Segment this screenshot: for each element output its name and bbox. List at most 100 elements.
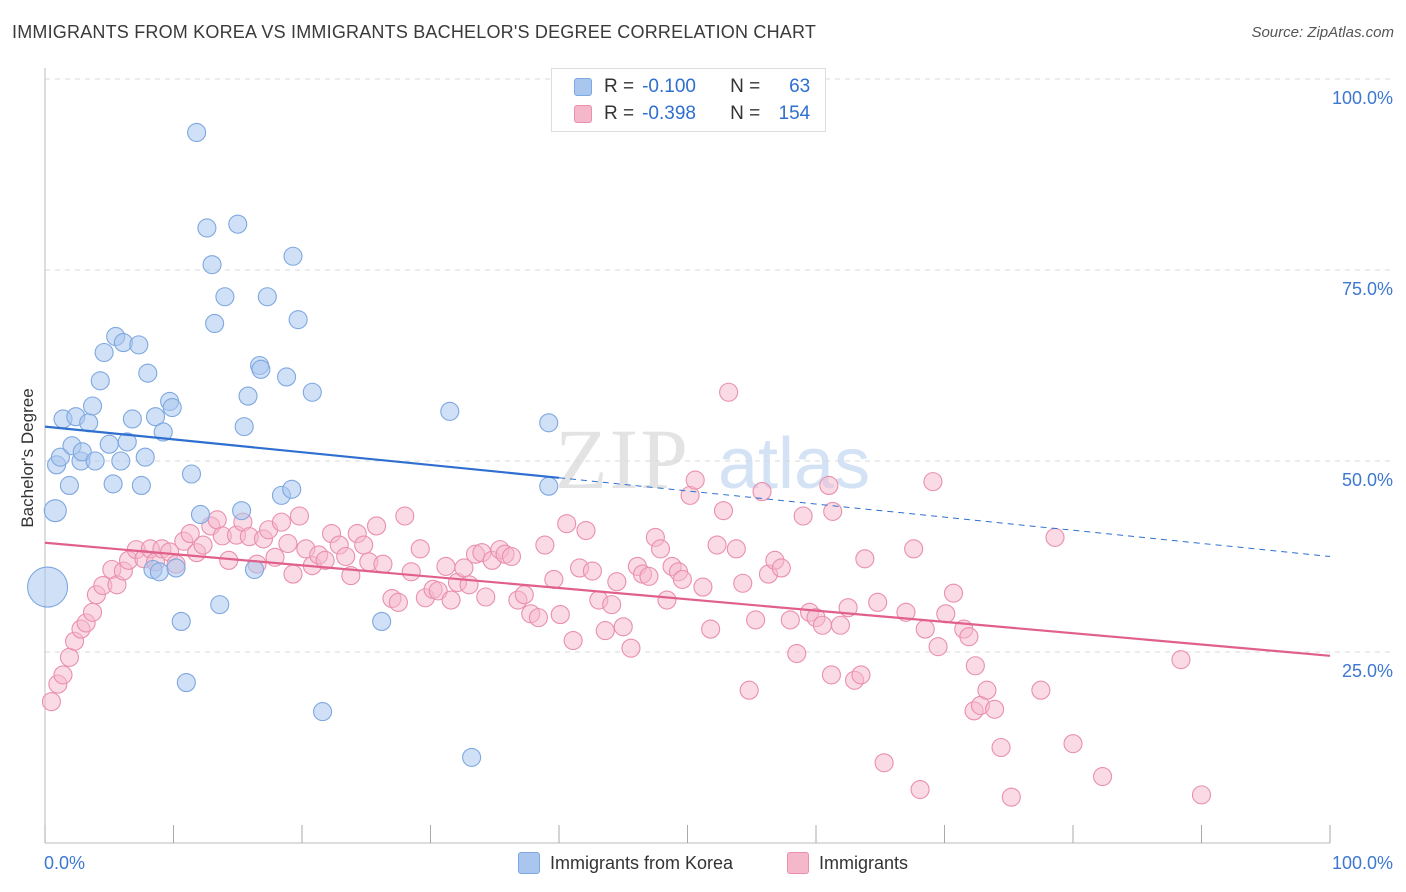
watermark: ZIP atlas [555,411,870,507]
immigrants-point [936,604,956,624]
korea-point [82,396,103,416]
x-tick-label: 100.0% [1332,853,1393,873]
y-tick-label: 75.0% [1342,279,1393,299]
immigrants-point [991,737,1011,758]
immigrants-point [771,558,791,578]
immigrants-point [915,619,935,639]
korea-point [166,558,186,578]
korea-point [210,595,230,615]
legend-n-label: N = [730,103,761,124]
immigrants-point [896,602,916,622]
korea-point [122,409,142,429]
korea-point [90,371,110,391]
korea-point [238,386,258,406]
immigrants-point [1171,650,1191,670]
immigrants-point [965,656,985,676]
immigrants-point [904,539,924,559]
y-tick-label: 50.0% [1342,470,1393,490]
immigrants-point [428,581,448,601]
immigrants-point [780,610,800,630]
immigrants-point [336,546,356,567]
immigrants-point [607,572,627,592]
korea-points [27,122,559,767]
immigrants-point [1093,766,1113,787]
legend-swatch-blue [574,78,592,96]
immigrants-points [41,382,1212,807]
korea-point [43,499,67,523]
y-tick-label: 25.0% [1342,661,1393,681]
immigrants-point [752,482,772,502]
immigrants-point [719,382,739,402]
immigrants-point [868,592,888,612]
korea-point [372,611,392,631]
immigrants-point [1031,680,1051,700]
immigrants-point [793,506,813,526]
korea-point [539,413,559,433]
immigrants-point [985,699,1005,719]
immigrants-point [1001,787,1021,807]
korea-point [94,342,114,363]
korea-point [313,702,333,722]
stats-legend-row-korea: R = -0.100 N = 63 [574,76,810,98]
immigrants-point [373,554,393,574]
watermark-zip: ZIP [555,411,690,507]
axes [44,68,1331,844]
immigrants-point [855,549,875,569]
immigrants-point [82,602,103,622]
korea-point [129,335,149,355]
immigrants-point [657,590,677,610]
korea-point [138,363,158,383]
source-note: Source: ZipAtlas.com [1251,24,1394,41]
y-tick-label: 100.0% [1332,88,1393,108]
immigrants-point [193,535,213,555]
immigrants-point [401,562,421,582]
korea-point [228,214,248,234]
legend-swatch-blue [518,852,540,874]
korea-point [145,407,166,427]
immigrants-point [739,680,759,700]
korea-point [131,475,151,495]
immigrants-point [41,692,61,712]
immigrants-point [707,535,727,555]
immigrants-point [501,546,522,567]
korea-point [117,432,137,452]
korea-point [205,313,225,334]
korea-trend-line [44,425,560,479]
immigrants-point [563,630,583,651]
immigrants-point [851,665,871,685]
immigrants-point [685,470,705,490]
watermark-atlas: atlas [718,424,870,504]
korea-point [190,504,211,525]
korea-point [234,417,254,437]
immigrants-point [830,615,850,635]
immigrants-point [613,617,633,637]
immigrants-point [977,680,997,700]
legend-n-value: 154 [778,103,811,124]
immigrants-trend-line [44,541,1331,657]
korea-point [153,422,173,442]
legend-r-value: -0.398 [642,103,696,124]
immigrants-point [821,665,841,685]
immigrants-point [746,610,766,630]
korea-point [302,382,322,402]
immigrants-point [910,779,930,800]
immigrants-point [621,638,641,658]
korea-trend-extension [558,477,1331,557]
korea-point [215,287,235,307]
trend-lines [44,425,1331,657]
immigrants-point [557,514,577,534]
immigrants-point [943,583,964,603]
korea-point [232,501,252,521]
immigrants-point [693,577,713,597]
immigrants-point [726,539,746,559]
korea-point [27,566,69,608]
immigrants-point [53,665,73,685]
korea-point [135,447,155,467]
korea-point [79,413,99,433]
legend-n-value: 63 [789,76,811,97]
y-axis-label: Bachelor's Degree [18,388,37,528]
series-legend-immigrants: Immigrants [787,852,908,874]
immigrants-point [1063,734,1083,754]
korea-point [257,287,277,307]
korea-point [288,310,308,330]
